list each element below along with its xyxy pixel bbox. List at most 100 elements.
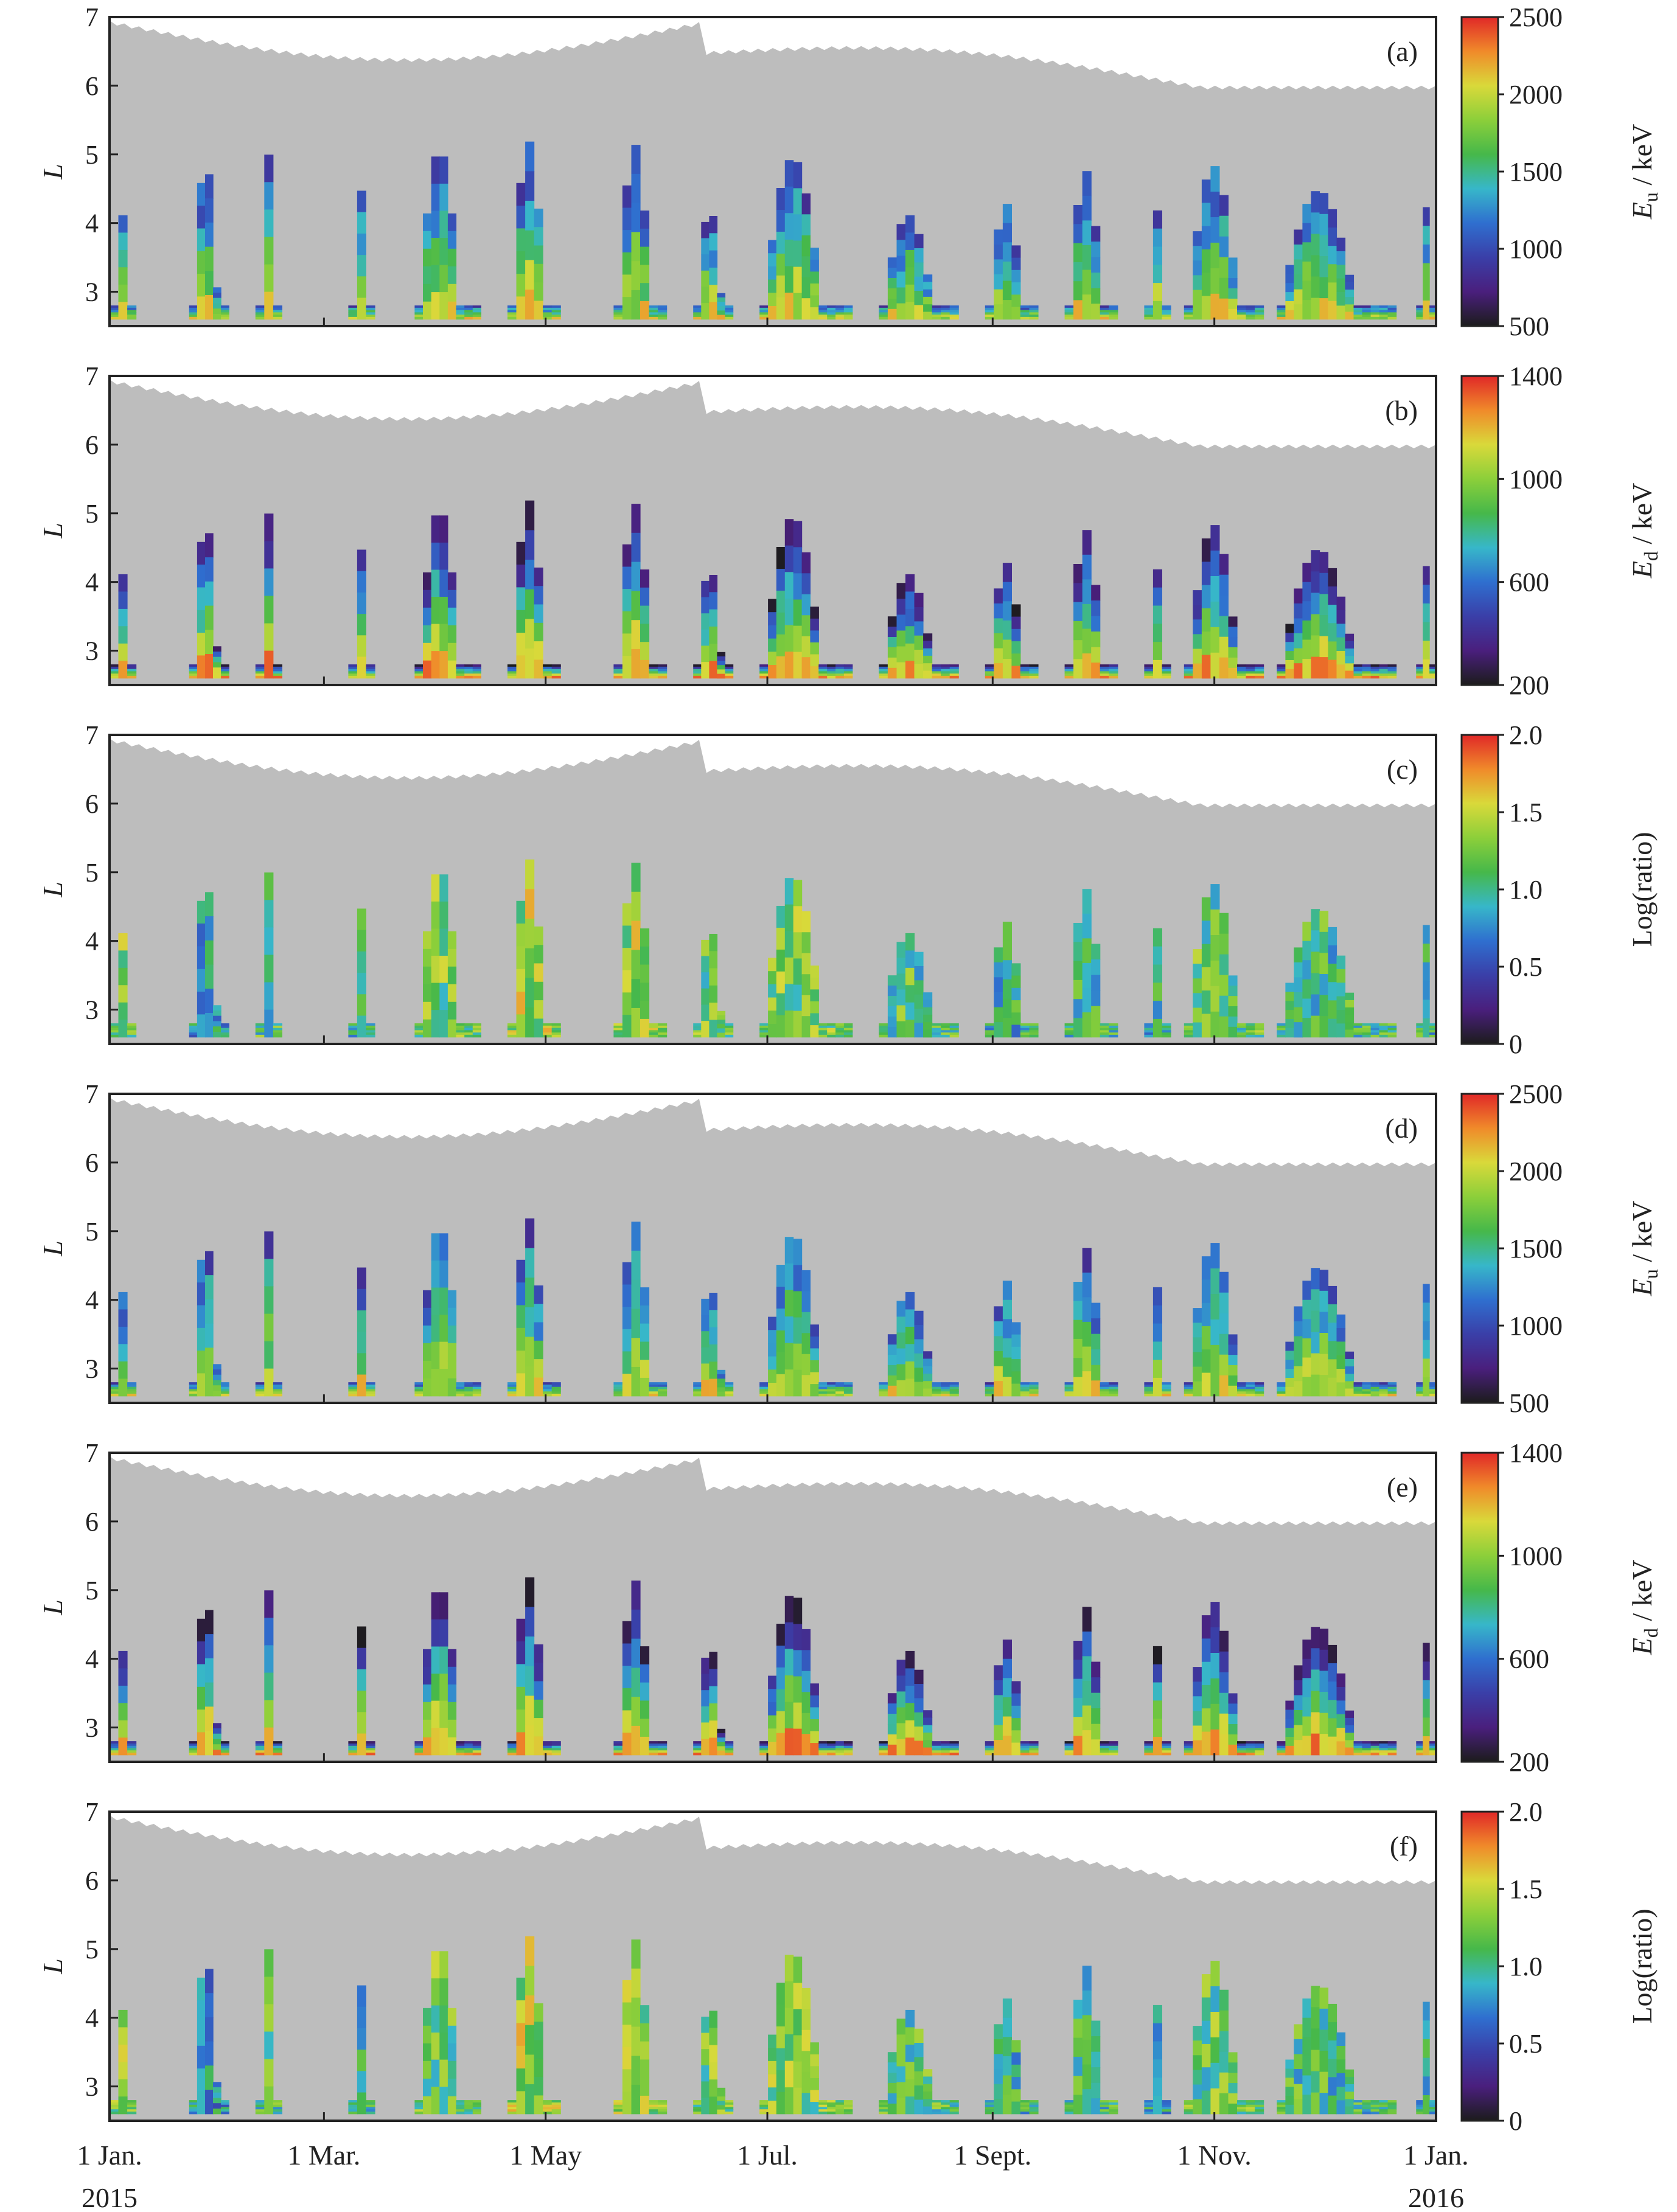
data-cell (905, 2079, 915, 2097)
data-cell (1082, 1012, 1092, 1038)
data-cell (1237, 675, 1247, 679)
data-cell (827, 1743, 836, 1747)
data-cell (827, 1034, 836, 1038)
data-cell (759, 666, 769, 670)
data-cell (1255, 312, 1264, 315)
data-cell (205, 1706, 214, 1731)
data-cell (1319, 2071, 1329, 2093)
data-cell (1345, 663, 1354, 672)
data-cell (1416, 2107, 1423, 2110)
data-cell (1020, 664, 1030, 667)
data-cell (776, 1374, 786, 1397)
data-cell (1184, 1025, 1193, 1029)
data-cell (827, 1032, 836, 1035)
data-cell (447, 301, 457, 320)
data-cell (887, 975, 897, 986)
data-cell (1429, 1032, 1437, 1035)
data-cell (273, 675, 282, 679)
data-cell (622, 1351, 632, 1374)
data-cell (423, 931, 432, 950)
data-cell (932, 310, 941, 313)
data-cell (1285, 2078, 1294, 2087)
data-cell (1362, 1384, 1372, 1388)
plot-frame (108, 16, 1437, 327)
data-cell (923, 2076, 933, 2085)
data-cell (1416, 2109, 1423, 2112)
data-cell (1162, 1750, 1171, 1753)
data-cell (431, 2087, 440, 2115)
data-cell (896, 287, 906, 304)
data-cell (818, 669, 828, 672)
data-cell (127, 1023, 137, 1026)
data-cell (1219, 1989, 1229, 2011)
data-cell (640, 2005, 650, 2024)
data-cell (551, 1393, 561, 1397)
data-cell (1210, 1986, 1220, 2012)
data-cell (110, 666, 119, 670)
data-cell (640, 228, 650, 248)
data-cell (1429, 1384, 1437, 1388)
data-cell (1162, 2109, 1171, 2112)
data-cell (1328, 246, 1337, 265)
data-cell (896, 1316, 906, 1333)
data-cell (1091, 1708, 1101, 1725)
data-cell (1011, 2077, 1021, 2090)
data-cell (1011, 1334, 1021, 1348)
data-cell (985, 310, 994, 313)
data-cell (1029, 1382, 1039, 1385)
data-cell (1370, 1386, 1380, 1390)
data-cell (784, 160, 794, 187)
data-cell (1228, 986, 1238, 996)
data-cell (357, 1289, 366, 1311)
data-cell (127, 2102, 137, 2106)
data-cell (221, 1032, 229, 1035)
data-cell (1228, 288, 1238, 299)
data-cell (1082, 579, 1092, 605)
data-cell (110, 1030, 119, 1033)
data-cell (1311, 1733, 1320, 1756)
data-cell (1029, 1741, 1039, 1744)
data-cell (255, 1750, 265, 1753)
data-cell (725, 669, 734, 672)
data-cell (640, 283, 650, 302)
data-cell (127, 2107, 137, 2110)
data-cell (1237, 1391, 1247, 1394)
data-cell (1002, 1658, 1012, 1678)
data-cell (1416, 1030, 1423, 1033)
data-cell (1109, 315, 1118, 318)
data-cell (622, 1015, 632, 1038)
data-cell (110, 2102, 119, 2106)
data-cell (914, 593, 924, 608)
data-cell (1345, 656, 1354, 664)
y-tick-label: 7 (85, 1079, 99, 1109)
data-cell (439, 597, 448, 625)
panel-label: (c) (1387, 754, 1418, 785)
data-cell (1370, 307, 1380, 311)
data-cell (835, 2102, 845, 2106)
data-cell (709, 1379, 718, 1397)
data-cell (431, 1728, 440, 1756)
data-cell (793, 1983, 803, 2010)
data-cell (213, 646, 221, 652)
data-cell (543, 669, 553, 672)
data-cell (1210, 551, 1220, 577)
data-cell (879, 310, 888, 313)
data-cell (801, 995, 811, 1017)
data-cell (273, 1034, 282, 1038)
data-cell (994, 2039, 1003, 2055)
data-cell (985, 675, 994, 679)
data-cell (348, 1750, 358, 1753)
data-cell (1302, 582, 1311, 602)
data-cell (640, 624, 650, 642)
data-cell (810, 1707, 819, 1720)
data-cell (1144, 666, 1154, 670)
data-cell (1100, 1030, 1109, 1033)
data-cell (213, 1723, 221, 1729)
data-cell (273, 1028, 282, 1031)
data-cell (640, 1682, 650, 1701)
data-cell (932, 307, 941, 311)
data-cell (348, 2104, 358, 2108)
data-cell (1237, 1741, 1247, 1744)
data-cell (1255, 2109, 1264, 2112)
data-cell (843, 307, 853, 311)
